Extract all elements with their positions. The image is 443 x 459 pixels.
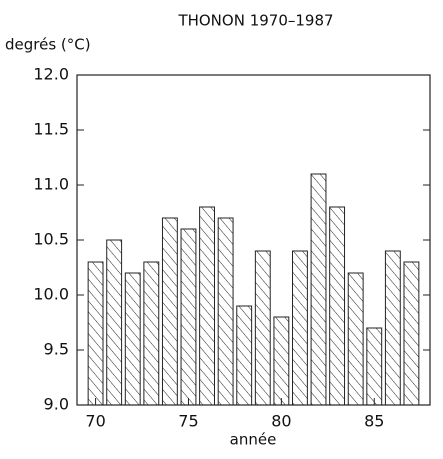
bar (180, 228, 197, 406)
bar (143, 261, 160, 406)
bar (217, 217, 234, 406)
bar (161, 217, 178, 406)
y-tick-label: 9.5 (44, 340, 69, 359)
x-tick-label: 70 (85, 412, 105, 431)
y-tick-label: 12.0 (33, 65, 69, 84)
bar (236, 305, 253, 406)
chart-title: THONON 1970–1987 (177, 12, 333, 30)
bar (254, 250, 271, 406)
y-tick-label: 11.0 (33, 175, 69, 194)
x-tick-label: 85 (364, 412, 384, 431)
bar (366, 327, 383, 406)
bar (292, 250, 308, 406)
bar (124, 272, 141, 406)
x-tick-label: 80 (271, 412, 291, 431)
y-axis-label: degrés (°C) (5, 36, 91, 54)
bar (310, 173, 327, 406)
bar (106, 239, 123, 406)
bar (87, 261, 104, 406)
bar (347, 272, 364, 406)
bar (273, 316, 290, 406)
bar (199, 206, 215, 406)
y-tick-label: 9.0 (44, 395, 69, 414)
x-tick-label: 75 (178, 412, 198, 431)
y-tick-label: 10.0 (33, 285, 69, 304)
bar (403, 261, 420, 406)
y-tick-label: 11.5 (33, 120, 69, 139)
bar (384, 250, 401, 406)
x-axis-label: année (230, 431, 277, 449)
bar (329, 206, 346, 406)
y-tick-label: 10.5 (33, 230, 69, 249)
